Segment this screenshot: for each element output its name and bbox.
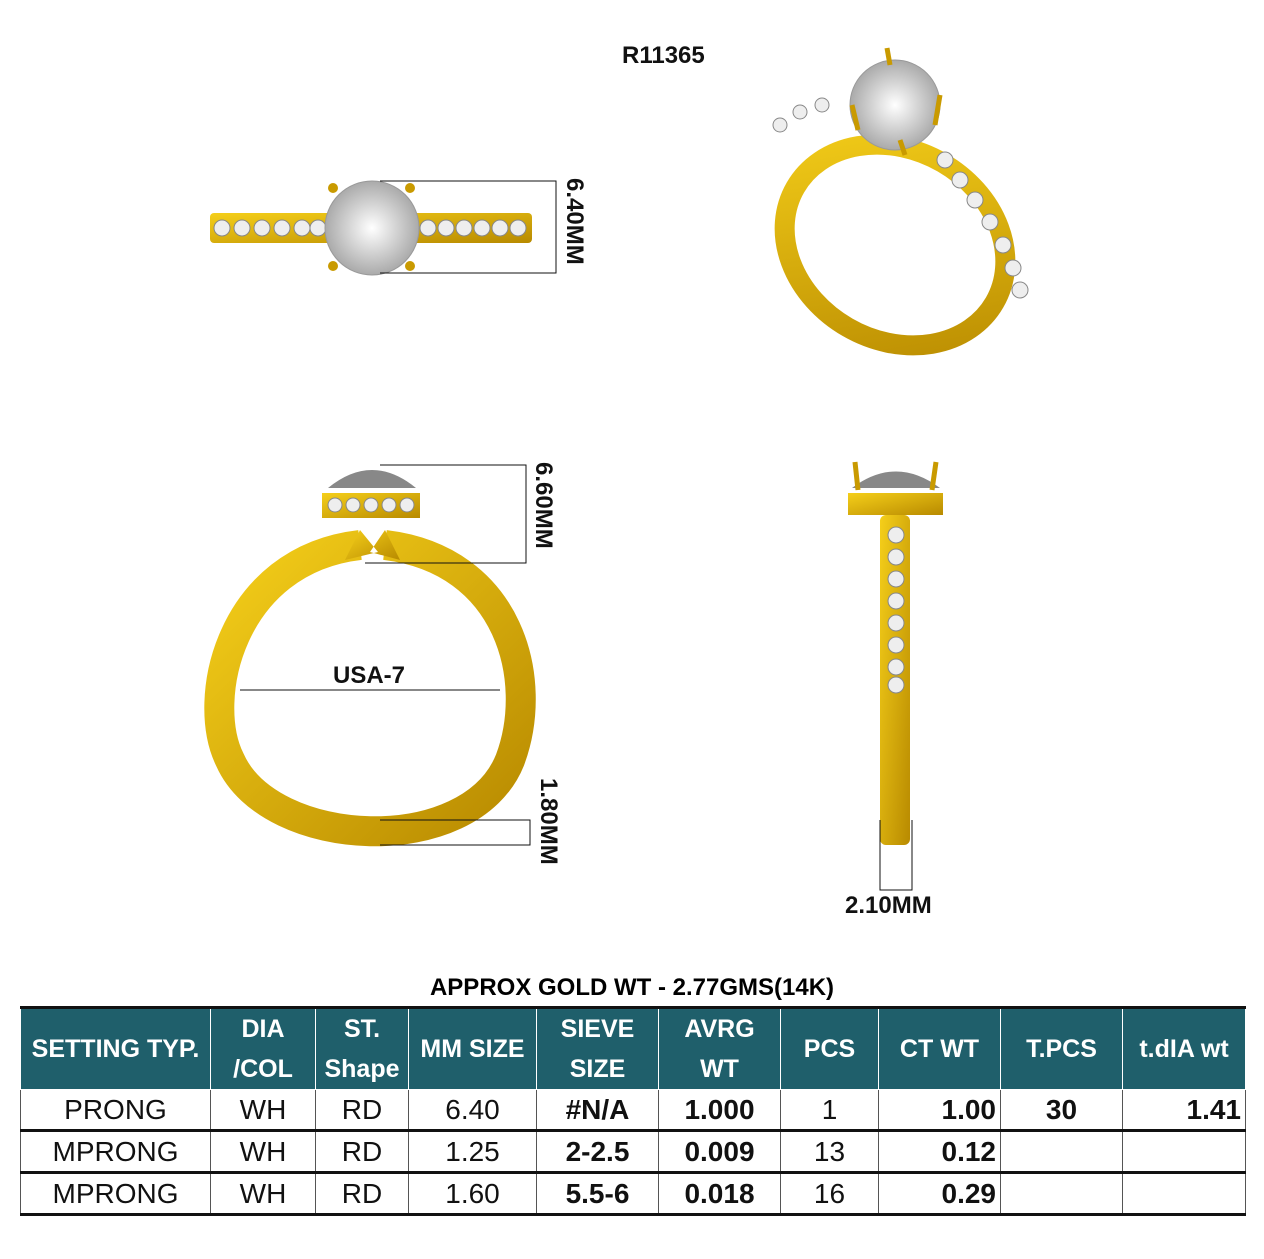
cell: 0.29 <box>878 1172 1001 1216</box>
table-row: MPRONG WH RD 1.60 5.5-6 0.018 16 0.29 <box>20 1172 1246 1216</box>
cell: 0.12 <box>878 1130 1001 1174</box>
cell: 16 <box>780 1172 879 1216</box>
cell: RD <box>315 1172 409 1216</box>
gold-weight: APPROX GOLD WT - 2.77GMS(14K) <box>429 974 835 1001</box>
table-row: PRONG WH RD 6.40 #N/A 1.000 1 1.00 30 1.… <box>20 1089 1246 1132</box>
height-dimension: 6.60MM <box>530 462 557 549</box>
cell: RD <box>315 1089 409 1132</box>
ring-size-label: USA-7 <box>333 662 406 689</box>
col-header: SETTING TYP. <box>20 1006 211 1090</box>
table-row: MPRONG WH RD 1.25 2-2.5 0.009 13 0.12 <box>20 1130 1246 1174</box>
cell: 1 <box>780 1089 879 1132</box>
table-header: SETTING TYP. DIA /COL ST. Shape MM SIZE … <box>20 1006 1246 1090</box>
cell <box>1122 1172 1246 1216</box>
shank-dimension: 1.80MM <box>535 778 562 865</box>
cell: 0.018 <box>658 1172 781 1216</box>
cell <box>1122 1130 1246 1174</box>
col-header: DIA /COL <box>210 1006 316 1090</box>
top-view-ring <box>210 180 557 276</box>
cell <box>1000 1130 1123 1174</box>
col-header: SIEVE SIZE <box>536 1006 659 1090</box>
cell: RD <box>315 1130 409 1174</box>
cell: WH <box>210 1089 316 1132</box>
cell: WH <box>210 1130 316 1174</box>
cell: 6.40 <box>408 1089 537 1132</box>
col-header: AVRG WT <box>658 1006 781 1090</box>
cell: MPRONG <box>20 1130 211 1174</box>
model-number: R11365 <box>622 42 705 69</box>
cell: 0.009 <box>658 1130 781 1174</box>
cell: 1.00 <box>878 1089 1001 1132</box>
cell: 2-2.5 <box>536 1130 659 1174</box>
col-header: ST. Shape <box>315 1006 409 1090</box>
cell: 5.5-6 <box>536 1172 659 1216</box>
cell: 1.25 <box>408 1130 537 1174</box>
col-header: MM SIZE <box>408 1006 537 1090</box>
cell: 30 <box>1000 1089 1123 1132</box>
col-header: t.dIA wt <box>1122 1006 1246 1090</box>
side-view-ring <box>848 461 943 891</box>
cell: WH <box>210 1172 316 1216</box>
top-view-dimension: 6.40MM <box>561 178 588 265</box>
perspective-ring <box>772 47 1029 356</box>
cell: #N/A <box>536 1089 659 1132</box>
cell: 1.41 <box>1122 1089 1246 1132</box>
col-header: PCS <box>780 1006 879 1090</box>
band-width-dimension: 2.10MM <box>845 892 932 919</box>
front-view-ring <box>204 464 536 847</box>
col-header: CT WT <box>878 1006 1001 1090</box>
stone-table: SETTING TYP. DIA /COL ST. Shape MM SIZE … <box>20 1006 1246 1216</box>
col-header: T.PCS <box>1000 1006 1123 1090</box>
cell: PRONG <box>20 1089 211 1132</box>
cell: 13 <box>780 1130 879 1174</box>
cell: 1.60 <box>408 1172 537 1216</box>
cell: 1.000 <box>658 1089 781 1132</box>
ring-drawings <box>204 47 1029 891</box>
cell <box>1000 1172 1123 1216</box>
cell: MPRONG <box>20 1172 211 1216</box>
